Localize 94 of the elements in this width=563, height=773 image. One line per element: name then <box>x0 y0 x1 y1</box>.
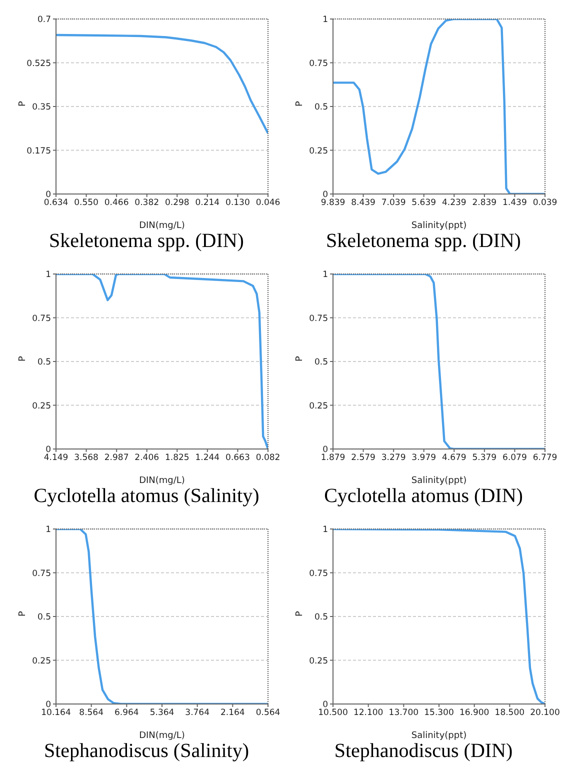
x-tick-label: 6.964 <box>114 708 139 718</box>
line-series <box>56 529 268 704</box>
y-tick-label: 0.5 <box>37 612 51 623</box>
y-axis-title: P <box>295 610 306 616</box>
y-tick-label: 0.25 <box>32 656 51 666</box>
y-tick-label: 0.35 <box>32 102 51 113</box>
x-axis-title: Salinity(ppt) <box>411 221 467 231</box>
x-tick-label: 5.639 <box>412 198 436 208</box>
y-axis-title: P <box>295 356 306 362</box>
x-tick-label: 10.164 <box>41 708 71 718</box>
y-tick-label: 0.25 <box>309 401 328 412</box>
y-tick-label: 1 <box>46 270 51 280</box>
x-tick-label: 12.100 <box>353 708 384 718</box>
x-tick-label: 3.568 <box>74 453 98 464</box>
x-tick-label: 1.244 <box>195 453 220 464</box>
x-tick-label: 0.466 <box>104 198 129 208</box>
x-axis-title: DIN(mg/L) <box>139 731 185 741</box>
y-tick-label: 0.25 <box>32 401 51 412</box>
line-series <box>56 274 268 449</box>
x-tick-label: 8.439 <box>351 198 376 208</box>
line-series <box>333 274 545 449</box>
x-axis-title: DIN(mg/L) <box>139 476 185 486</box>
x-tick-label: 1.825 <box>164 453 190 464</box>
x-tick-label: 20.100 <box>530 708 560 718</box>
y-tick-label: 0.7 <box>37 15 51 26</box>
y-tick-label: 0.25 <box>309 146 328 156</box>
x-axis-title: Salinity(ppt) <box>411 476 467 486</box>
text: Skeletonema spp. (DIN) <box>48 230 245 253</box>
y-tick-label: 1 <box>322 525 328 536</box>
x-tick-label: 3.279 <box>381 453 406 464</box>
x-tick-label: 0.046 <box>256 198 280 208</box>
x-tick-label: 0.082 <box>256 453 280 464</box>
x-tick-label: 7.039 <box>381 198 406 208</box>
x-tick-label: 2.987 <box>104 453 129 464</box>
x-tick-label: 16.900 <box>459 708 490 718</box>
x-tick-label: 2.406 <box>134 453 160 464</box>
x-tick-label: 2.579 <box>351 453 376 464</box>
y-tick-label: 0.5 <box>314 612 328 623</box>
text: Stephanodiscus (Salinity) <box>43 740 250 763</box>
y-tick-label: 0.25 <box>309 656 328 666</box>
x-tick-label: 1.439 <box>502 198 527 208</box>
x-axis-title: DIN(mg/L) <box>139 221 185 231</box>
x-tick-label: 2.839 <box>472 198 497 208</box>
y-axis-title: P <box>18 356 28 362</box>
x-tick-label: 9.839 <box>320 198 346 208</box>
x-tick-label: 5.364 <box>150 708 174 718</box>
y-tick-label: 0.75 <box>32 314 51 324</box>
line-series <box>333 19 545 194</box>
x-tick-label: 0.634 <box>44 198 68 208</box>
y-tick-label: 0.5 <box>314 358 328 368</box>
x-tick-label: 8.564 <box>79 708 104 718</box>
y-tick-label: 0.175 <box>26 146 51 156</box>
text: Stephanodiscus (DIN) <box>333 740 514 763</box>
x-tick-label: 0.214 <box>195 198 220 208</box>
x-tick-label: 18.500 <box>494 708 525 718</box>
y-tick-label: 0.75 <box>309 58 328 69</box>
x-tick-label: 2.164 <box>220 708 245 718</box>
x-tick-label: 0.039 <box>532 198 558 208</box>
x-tick-label: 4.239 <box>442 198 466 208</box>
y-tick-label: 1 <box>322 15 328 26</box>
x-tick-label: 0.382 <box>134 198 160 208</box>
x-tick-label: 0.564 <box>256 708 280 718</box>
x-tick-label: 0.550 <box>74 198 98 208</box>
x-tick-label: 15.300 <box>424 708 454 718</box>
y-tick-label: 0.75 <box>32 568 51 579</box>
x-tick-label: 0.298 <box>164 198 190 208</box>
x-tick-label: 4.149 <box>44 453 68 464</box>
x-tick-label: 3.764 <box>185 708 210 718</box>
y-axis-title: P <box>18 610 28 616</box>
x-tick-label: 3.979 <box>412 453 436 464</box>
x-tick-label: 1.879 <box>320 453 346 464</box>
text: Cyclotella atomus (Salinity) <box>32 485 260 508</box>
x-axis-title: Salinity(ppt) <box>411 731 467 741</box>
line-series <box>333 529 545 704</box>
y-tick-label: 0.75 <box>309 314 328 324</box>
y-tick-label: 0.5 <box>314 102 328 113</box>
x-tick-label: 4.679 <box>442 453 466 464</box>
y-tick-label: 1 <box>46 525 51 536</box>
y-axis-title: P <box>18 100 28 106</box>
x-tick-label: 10.500 <box>318 708 348 718</box>
x-tick-label: 0.663 <box>226 453 250 464</box>
text: Cyclotella atomus (DIN) <box>323 485 524 508</box>
x-tick-label: 6.779 <box>532 453 558 464</box>
y-tick-label: 0.75 <box>309 568 328 579</box>
y-tick-label: 1 <box>322 270 328 280</box>
y-tick-label: 0.5 <box>37 358 51 368</box>
y-axis-title: P <box>295 100 306 106</box>
line-series <box>56 34 268 134</box>
x-tick-label: 5.379 <box>472 453 497 464</box>
text: Skeletonema spp. (DIN) <box>325 230 522 253</box>
x-tick-label: 0.130 <box>226 198 250 208</box>
y-tick-label: 0.525 <box>26 58 51 69</box>
x-tick-label: 13.700 <box>388 708 419 718</box>
x-tick-label: 6.079 <box>502 453 527 464</box>
